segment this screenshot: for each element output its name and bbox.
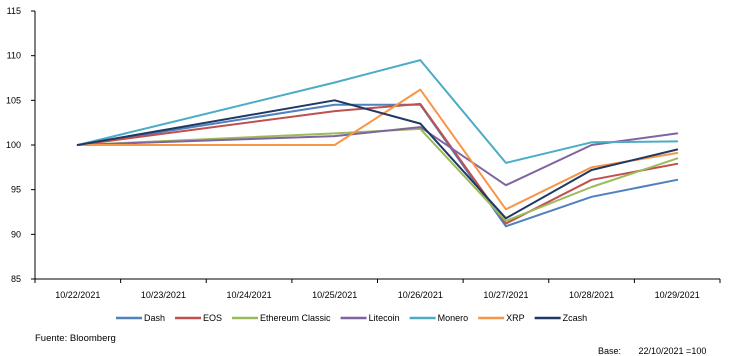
y-tick-label: 115: [7, 6, 21, 16]
legend-label: Ethereum Classic: [260, 313, 331, 323]
x-tick-label: 10/24/2021: [227, 290, 272, 300]
legend-label: Zcash: [563, 313, 588, 323]
y-tick-label: 90: [11, 229, 21, 239]
x-tick-label: 10/22/2021: [55, 290, 100, 300]
x-tick-label: 10/27/2021: [483, 290, 528, 300]
series-line-monero: [76, 59, 679, 164]
y-tick-label: 95: [11, 185, 21, 195]
legend-item-ethereum-classic: Ethereum Classic: [232, 313, 331, 323]
legend-item-monero: Monero: [409, 313, 469, 323]
x-tick-label: 10/29/2021: [655, 290, 700, 300]
legend-label: Litecoin: [369, 313, 400, 323]
y-axis-labels: 85 90 95 100 105 110 115: [6, 6, 21, 284]
y-tick-label: 105: [6, 95, 21, 105]
x-tick-label: 10/23/2021: [141, 290, 186, 300]
legend-item-litecoin: Litecoin: [340, 313, 400, 323]
legend-item-zcash: Zcash: [534, 313, 588, 323]
chart-axes: [31, 10, 721, 283]
legend-item-eos: EOS: [175, 313, 222, 323]
legend-label: XRP: [506, 313, 525, 323]
series-line-eos: [76, 102, 679, 225]
legend-item-xrp: XRP: [478, 313, 525, 323]
x-tick-label: 10/26/2021: [398, 290, 443, 300]
legend-label: Monero: [438, 313, 469, 323]
x-axis-labels: 10/22/2021 10/23/2021 10/24/2021 10/25/2021…: [55, 290, 699, 300]
x-tick-label: 10/25/2021: [312, 290, 357, 300]
legend: Dash EOS Ethereum Classic Litecoin Monero XRP…: [116, 313, 587, 323]
x-tick-label: 10/28/2021: [569, 290, 614, 300]
base-note: Base: 22/10/2021 =100: [598, 346, 707, 356]
source-note: Fuente: Bloomberg: [35, 333, 116, 344]
series-line-zcash: [76, 99, 679, 220]
legend-label: Dash: [144, 313, 165, 323]
legend-label: EOS: [203, 313, 222, 323]
series-line-dash: [76, 103, 679, 228]
series-lines: [76, 59, 679, 228]
legend-item-dash: Dash: [116, 313, 165, 323]
series-line-ethereum-classic: [76, 127, 679, 222]
y-tick-label: 100: [6, 140, 21, 150]
series-line-xrp: [76, 88, 679, 211]
y-tick-label: 85: [11, 274, 21, 284]
series-line-litecoin: [76, 126, 679, 187]
y-tick-label: 110: [7, 51, 21, 61]
